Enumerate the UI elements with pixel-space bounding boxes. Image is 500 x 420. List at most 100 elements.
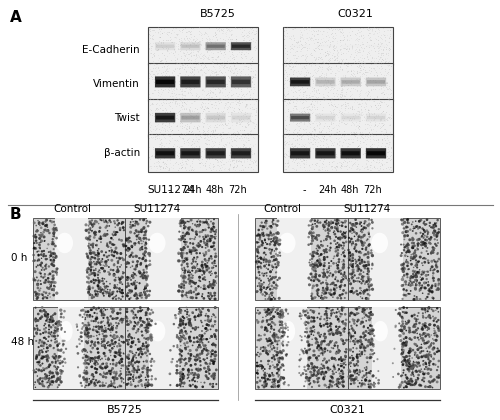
Point [317,313,325,320]
Point [349,240,357,247]
Point [338,231,346,238]
Point [176,336,184,343]
Point [267,309,275,315]
Point [398,250,406,257]
Point [422,241,430,247]
Point [42,370,50,377]
Point [40,294,48,301]
Point [278,356,286,362]
Point [123,381,131,388]
Point [411,254,419,261]
Point [322,294,330,301]
Point [172,367,180,373]
Point [428,249,436,256]
Point [58,325,66,331]
Point [334,265,342,272]
Point [203,352,211,358]
Point [365,337,373,344]
Point [82,352,90,359]
Point [314,257,322,264]
Point [204,293,212,299]
Point [124,259,132,266]
Point [274,333,281,340]
Point [56,340,64,347]
Point [119,219,127,226]
Point [176,360,184,366]
Point [204,363,212,370]
Point [324,323,332,330]
Point [358,257,366,264]
Point [276,318,283,325]
Point [142,349,150,356]
Point [190,258,198,265]
Point [368,225,376,232]
Point [346,261,354,268]
Point [108,340,116,347]
Point [364,281,372,288]
Point [204,361,212,368]
Point [408,312,416,319]
Point [316,262,324,269]
Point [326,315,334,322]
Point [330,228,338,234]
Point [198,259,206,265]
Point [316,219,324,226]
Point [429,273,437,279]
Point [140,319,148,326]
Point [253,370,261,376]
Point [430,332,438,339]
Point [114,320,122,327]
Point [263,284,271,291]
Point [262,313,270,320]
Point [42,294,50,301]
Point [73,324,81,331]
Point [33,228,41,234]
Point [94,275,102,281]
Point [98,379,106,386]
Point [197,284,205,291]
Point [348,372,356,379]
Point [44,249,52,255]
Point [333,244,341,250]
Point [205,224,213,231]
Point [338,291,346,297]
Point [266,268,274,275]
Point [96,235,104,242]
Point [269,377,277,384]
Point [182,241,190,248]
Point [328,378,336,384]
Point [430,340,438,347]
Point [429,249,437,256]
Point [142,228,150,235]
Point [334,349,342,356]
Point [348,225,356,232]
Point [400,247,408,254]
Point [92,242,100,249]
Point [369,341,377,348]
Point [56,367,64,374]
Point [195,306,203,312]
Point [254,283,262,289]
Point [176,381,184,388]
Point [120,350,128,357]
Point [103,223,111,229]
Point [258,226,266,233]
Point [38,353,46,360]
Bar [277,218,310,300]
Point [89,241,97,247]
Point [34,217,42,224]
Text: 48h: 48h [341,185,359,195]
Point [356,353,364,360]
Point [106,332,114,339]
Point [45,329,53,336]
Point [110,368,118,375]
Point [102,217,110,223]
Point [274,259,282,266]
Point [36,337,44,344]
Point [262,245,270,252]
Point [342,275,350,282]
Point [368,336,376,342]
Point [179,366,187,373]
Point [278,333,286,339]
FancyBboxPatch shape [291,151,309,155]
